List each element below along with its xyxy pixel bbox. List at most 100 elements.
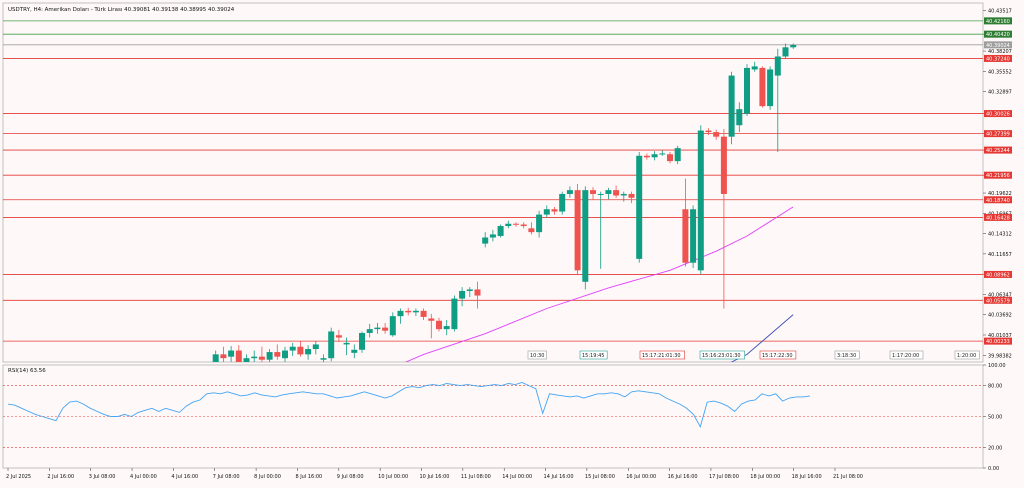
price-tag [984, 296, 1012, 304]
candle-body [690, 209, 697, 263]
price-tick-label: 40.32897 [988, 90, 1012, 96]
candle-body [513, 223, 519, 225]
candle-body [751, 66, 758, 70]
price-tick-label: 40.35552 [988, 69, 1012, 75]
time-tick-label: 7 Jul 08:00 [213, 474, 240, 480]
time-tick-label: 17 Jul 08:00 [709, 474, 739, 480]
candle-body [774, 56, 781, 76]
rsi-path [7, 382, 811, 428]
time-marker-label: 1:20:00 [957, 353, 976, 359]
price-tick-label: 40.38207 [988, 49, 1012, 55]
candle-body [613, 190, 620, 196]
time-marker-label: 15:17:21:01:30 [642, 353, 681, 359]
price-tag-label: 40.25244 [986, 148, 1010, 154]
price-tags: 40.42160 40.40420 40.39024 40.37240 40.30026… [984, 17, 1012, 345]
time-tick-label: 18 Jul 00:00 [750, 474, 780, 480]
candle-body [566, 190, 573, 194]
time-marker [834, 350, 860, 360]
candle-body [243, 358, 250, 362]
rsi-tick-label: 50.00 [988, 415, 1002, 421]
candle-body [720, 136, 727, 194]
candle-body [528, 228, 535, 233]
price-tag-label: 40.00233 [986, 339, 1010, 345]
candle-body [389, 316, 396, 336]
candle-body [312, 344, 319, 350]
candle-body [674, 148, 681, 162]
candle-body [466, 289, 473, 291]
price-tick-label: 40.14312 [988, 232, 1012, 238]
candle-body [767, 69, 774, 107]
price-tag [984, 270, 1012, 278]
price-tag-label: 40.27399 [986, 132, 1010, 138]
candle-body [605, 190, 612, 194]
ma-fast-line [404, 206, 794, 362]
candle-body [397, 310, 404, 317]
candle-body [282, 350, 288, 359]
candle-body [597, 193, 604, 195]
candle-body [258, 356, 265, 360]
candle-body [459, 290, 466, 299]
price-panel[interactable] [2, 2, 984, 363]
candle-body [443, 326, 450, 330]
price-tick-label: 40.06347 [988, 292, 1012, 298]
price-tag-label: 40.40420 [986, 32, 1010, 38]
candle-body [382, 327, 389, 331]
candle-body [574, 190, 581, 271]
time-marker [759, 350, 797, 360]
price-tag-label: 40.16428 [986, 215, 1010, 221]
candle-body [428, 318, 435, 321]
price-tag-label: 40.30026 [986, 112, 1010, 118]
time-tick-label: 16 Jul 00:00 [626, 474, 656, 480]
chart-title: USDTRY, H4: Amerikan Doları - Türk Liras… [8, 7, 235, 13]
time-tick-label: 3 Jul 08:00 [89, 474, 116, 480]
candle-body [374, 327, 381, 330]
candle-body [620, 193, 627, 196]
time-marker-label: 15:19:45 [582, 353, 604, 359]
time-tick-label: 10 Jul 00:00 [378, 474, 408, 480]
candle-body [728, 75, 735, 137]
price-tag-label: 40.08962 [986, 272, 1010, 278]
time-tick-label: 2 Jul 2025 [6, 474, 31, 480]
price-tag [984, 337, 1012, 345]
time-marker [699, 350, 745, 360]
candle-body [420, 310, 427, 317]
candle-body [636, 155, 643, 259]
price-tag-label: 40.21956 [986, 173, 1010, 179]
time-tick-label: 15 Jul 08:00 [585, 474, 615, 480]
price-tag [984, 110, 1012, 118]
rsi-tick-label: 0.00 [988, 466, 999, 472]
candle-body [759, 67, 766, 107]
price-tick-label: 40.03692 [988, 313, 1012, 319]
candle-body [505, 223, 512, 227]
candle-body [790, 45, 797, 48]
time-tick-label: 9 Jul 08:00 [337, 474, 364, 480]
rsi-axis: 100.00 80.00 50.00 20.00 0.00 [983, 363, 1006, 472]
candlestick-series [212, 43, 797, 362]
candle-body [436, 320, 442, 330]
candle-body [536, 214, 543, 233]
time-marker-label: 10:30 [530, 353, 544, 359]
price-tick-label: 40.43517 [988, 9, 1012, 15]
time-tick-label: 16 Jul 16:00 [668, 474, 698, 480]
time-tick-label: 10 Jul 16:00 [420, 474, 450, 480]
candle-body [713, 132, 720, 137]
rsi-levels [3, 385, 983, 448]
price-tag [984, 54, 1012, 62]
candle-body [328, 331, 335, 359]
price-tag-label: 40.37240 [986, 56, 1010, 62]
candle-body [559, 193, 566, 212]
price-tag [984, 213, 1012, 221]
time-tick-label: 18 Jul 16:00 [792, 474, 822, 480]
price-tag [984, 30, 1012, 38]
time-marker-label: 15:16:23:01:30 [702, 353, 741, 359]
price-tag [984, 41, 1012, 49]
candle-body [744, 67, 750, 114]
time-marker [579, 350, 608, 360]
candle-body [705, 130, 712, 133]
candle-body [351, 349, 358, 353]
price-tag [984, 146, 1012, 154]
candle-body [220, 354, 227, 359]
candle-body [697, 130, 704, 271]
candle-body [497, 226, 504, 236]
